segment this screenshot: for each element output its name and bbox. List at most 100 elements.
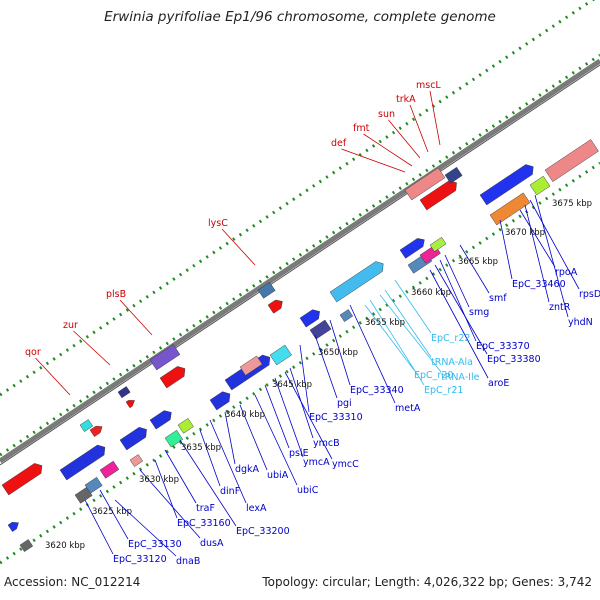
reverse-gene-block (429, 236, 447, 252)
leader-line (209, 419, 247, 504)
forward-gene-label: sun (378, 109, 395, 120)
far-track-line (0, 0, 596, 397)
leader-line (284, 371, 333, 460)
forward-gene-block (444, 166, 463, 184)
leader-line (384, 289, 432, 358)
leader-line (369, 299, 425, 386)
forward-gene-block (267, 299, 283, 314)
leader-line (519, 209, 556, 268)
rna-gene-label: EpC_r21 (424, 385, 463, 396)
reverse-gene-block (164, 429, 184, 448)
reverse-gene-block (269, 344, 292, 366)
reverse-gene-label: traF (196, 503, 215, 514)
reverse-gene-label: lexA (246, 503, 267, 514)
reverse-gene-block (129, 454, 144, 467)
reverse-gene-label: yhdN (568, 317, 593, 328)
tick-label: 3670 kbp (505, 228, 545, 238)
rna-gene-label: EpC_r20 (414, 370, 453, 381)
forward-gene-label: fmt (353, 123, 370, 134)
leader-line (114, 499, 177, 557)
inner-track-line (0, 161, 600, 565)
leader-line (524, 204, 550, 303)
leader-line (221, 228, 256, 266)
reverse-gene-label: smg (469, 307, 489, 318)
reverse-gene-label: EpC_33370 (476, 341, 530, 352)
leader-line (254, 394, 298, 486)
backbone (0, 58, 600, 466)
leader-line (239, 404, 268, 471)
leader-line (73, 330, 111, 366)
reverse-gene-label: dgkA (235, 464, 260, 475)
reverse-gene-block (329, 261, 384, 303)
tick-label: 3630 kbp (139, 475, 179, 485)
reverse-gene-block (309, 319, 332, 340)
genome-summary: Topology: circular; Length: 4,026,322 bp… (262, 575, 592, 589)
map-title: Erwinia pyrifoliae Ep1/96 chromosome, co… (104, 9, 496, 25)
forward-gene-block (1, 463, 43, 496)
leader-line (299, 344, 310, 413)
reverse-gene-label: metA (395, 403, 421, 414)
reverse-gene-label: psiE (289, 448, 309, 459)
leader-line (379, 294, 442, 373)
reverse-gene-label: rpsD (579, 289, 600, 300)
leader-line (329, 319, 351, 386)
leader-line (459, 244, 490, 294)
reverse-gene-label: EpC_33340 (350, 385, 404, 396)
leader-line (439, 259, 477, 342)
tick-labels: 3620 kbp 3625 kbp 3630 kbp 3635 kbp 3640 kbp… (45, 199, 592, 551)
leader-line (394, 279, 432, 334)
leader-line (363, 133, 413, 167)
leader-line (341, 148, 406, 173)
reverse-gene-label: ymcA (303, 457, 330, 468)
reverse-gene-label: ubiC (297, 485, 319, 496)
tick-label: 3645 kbp (272, 380, 312, 390)
forward-gene-block (89, 425, 103, 437)
forward-gene-label: zur (63, 320, 78, 331)
tick-label: 3655 kbp (365, 318, 405, 328)
leader-line (164, 449, 197, 504)
leader-line (274, 377, 304, 458)
forward-gene-block (125, 400, 135, 409)
reverse-gene-block (239, 355, 263, 376)
track-lines (0, 0, 600, 565)
reverse-gene-label: EpC_33120 (113, 554, 167, 565)
tick-label: 3640 kbp (225, 410, 265, 420)
leader-line (499, 219, 513, 280)
reverse-gene-label: dusA (200, 538, 224, 549)
forward-gene-block (159, 366, 186, 389)
reverse-gene-label: zntR (549, 302, 571, 313)
leader-line (139, 469, 201, 539)
outer-track-line (0, 53, 600, 457)
tick-label: 3635 kbp (181, 443, 221, 453)
leader-line (388, 119, 421, 159)
reverse-gene-block (529, 175, 551, 196)
backbone-line (0, 58, 600, 464)
reverse-gene-block (479, 164, 534, 206)
reverse-gene-block (399, 238, 425, 259)
reverse-gene-label: EpC_33200 (236, 526, 290, 537)
leader-line (529, 199, 580, 290)
rna-gene-label: tRNA-Ile (441, 372, 480, 383)
gene-features (1, 139, 599, 552)
label-leaders (35, 90, 580, 557)
reverse-gene-label: EpC_33130 (128, 539, 182, 550)
tick-label: 3665 kbp (458, 257, 498, 267)
forward-gene-label: mscL (416, 80, 441, 91)
rna-gene-label: tRNA-Ala (431, 357, 473, 368)
leader-line (179, 439, 237, 527)
reverse-gene-labels: EpC_33120 dnaB EpC_33130 dusA EpC_33160 traF E… (113, 267, 600, 567)
reverse-gene-label: EpC_33160 (177, 518, 231, 529)
leader-line (119, 299, 153, 336)
forward-gene-block (257, 281, 276, 299)
forward-gene-label: plsB (106, 289, 126, 300)
reverse-gene-label: EpC_33460 (512, 279, 566, 290)
tick-label: 3660 kbp (411, 288, 451, 298)
leader-line (224, 411, 236, 465)
forward-gene-label: trkA (396, 94, 416, 105)
reverse-gene-block (177, 418, 194, 434)
reverse-gene-block (59, 444, 106, 481)
